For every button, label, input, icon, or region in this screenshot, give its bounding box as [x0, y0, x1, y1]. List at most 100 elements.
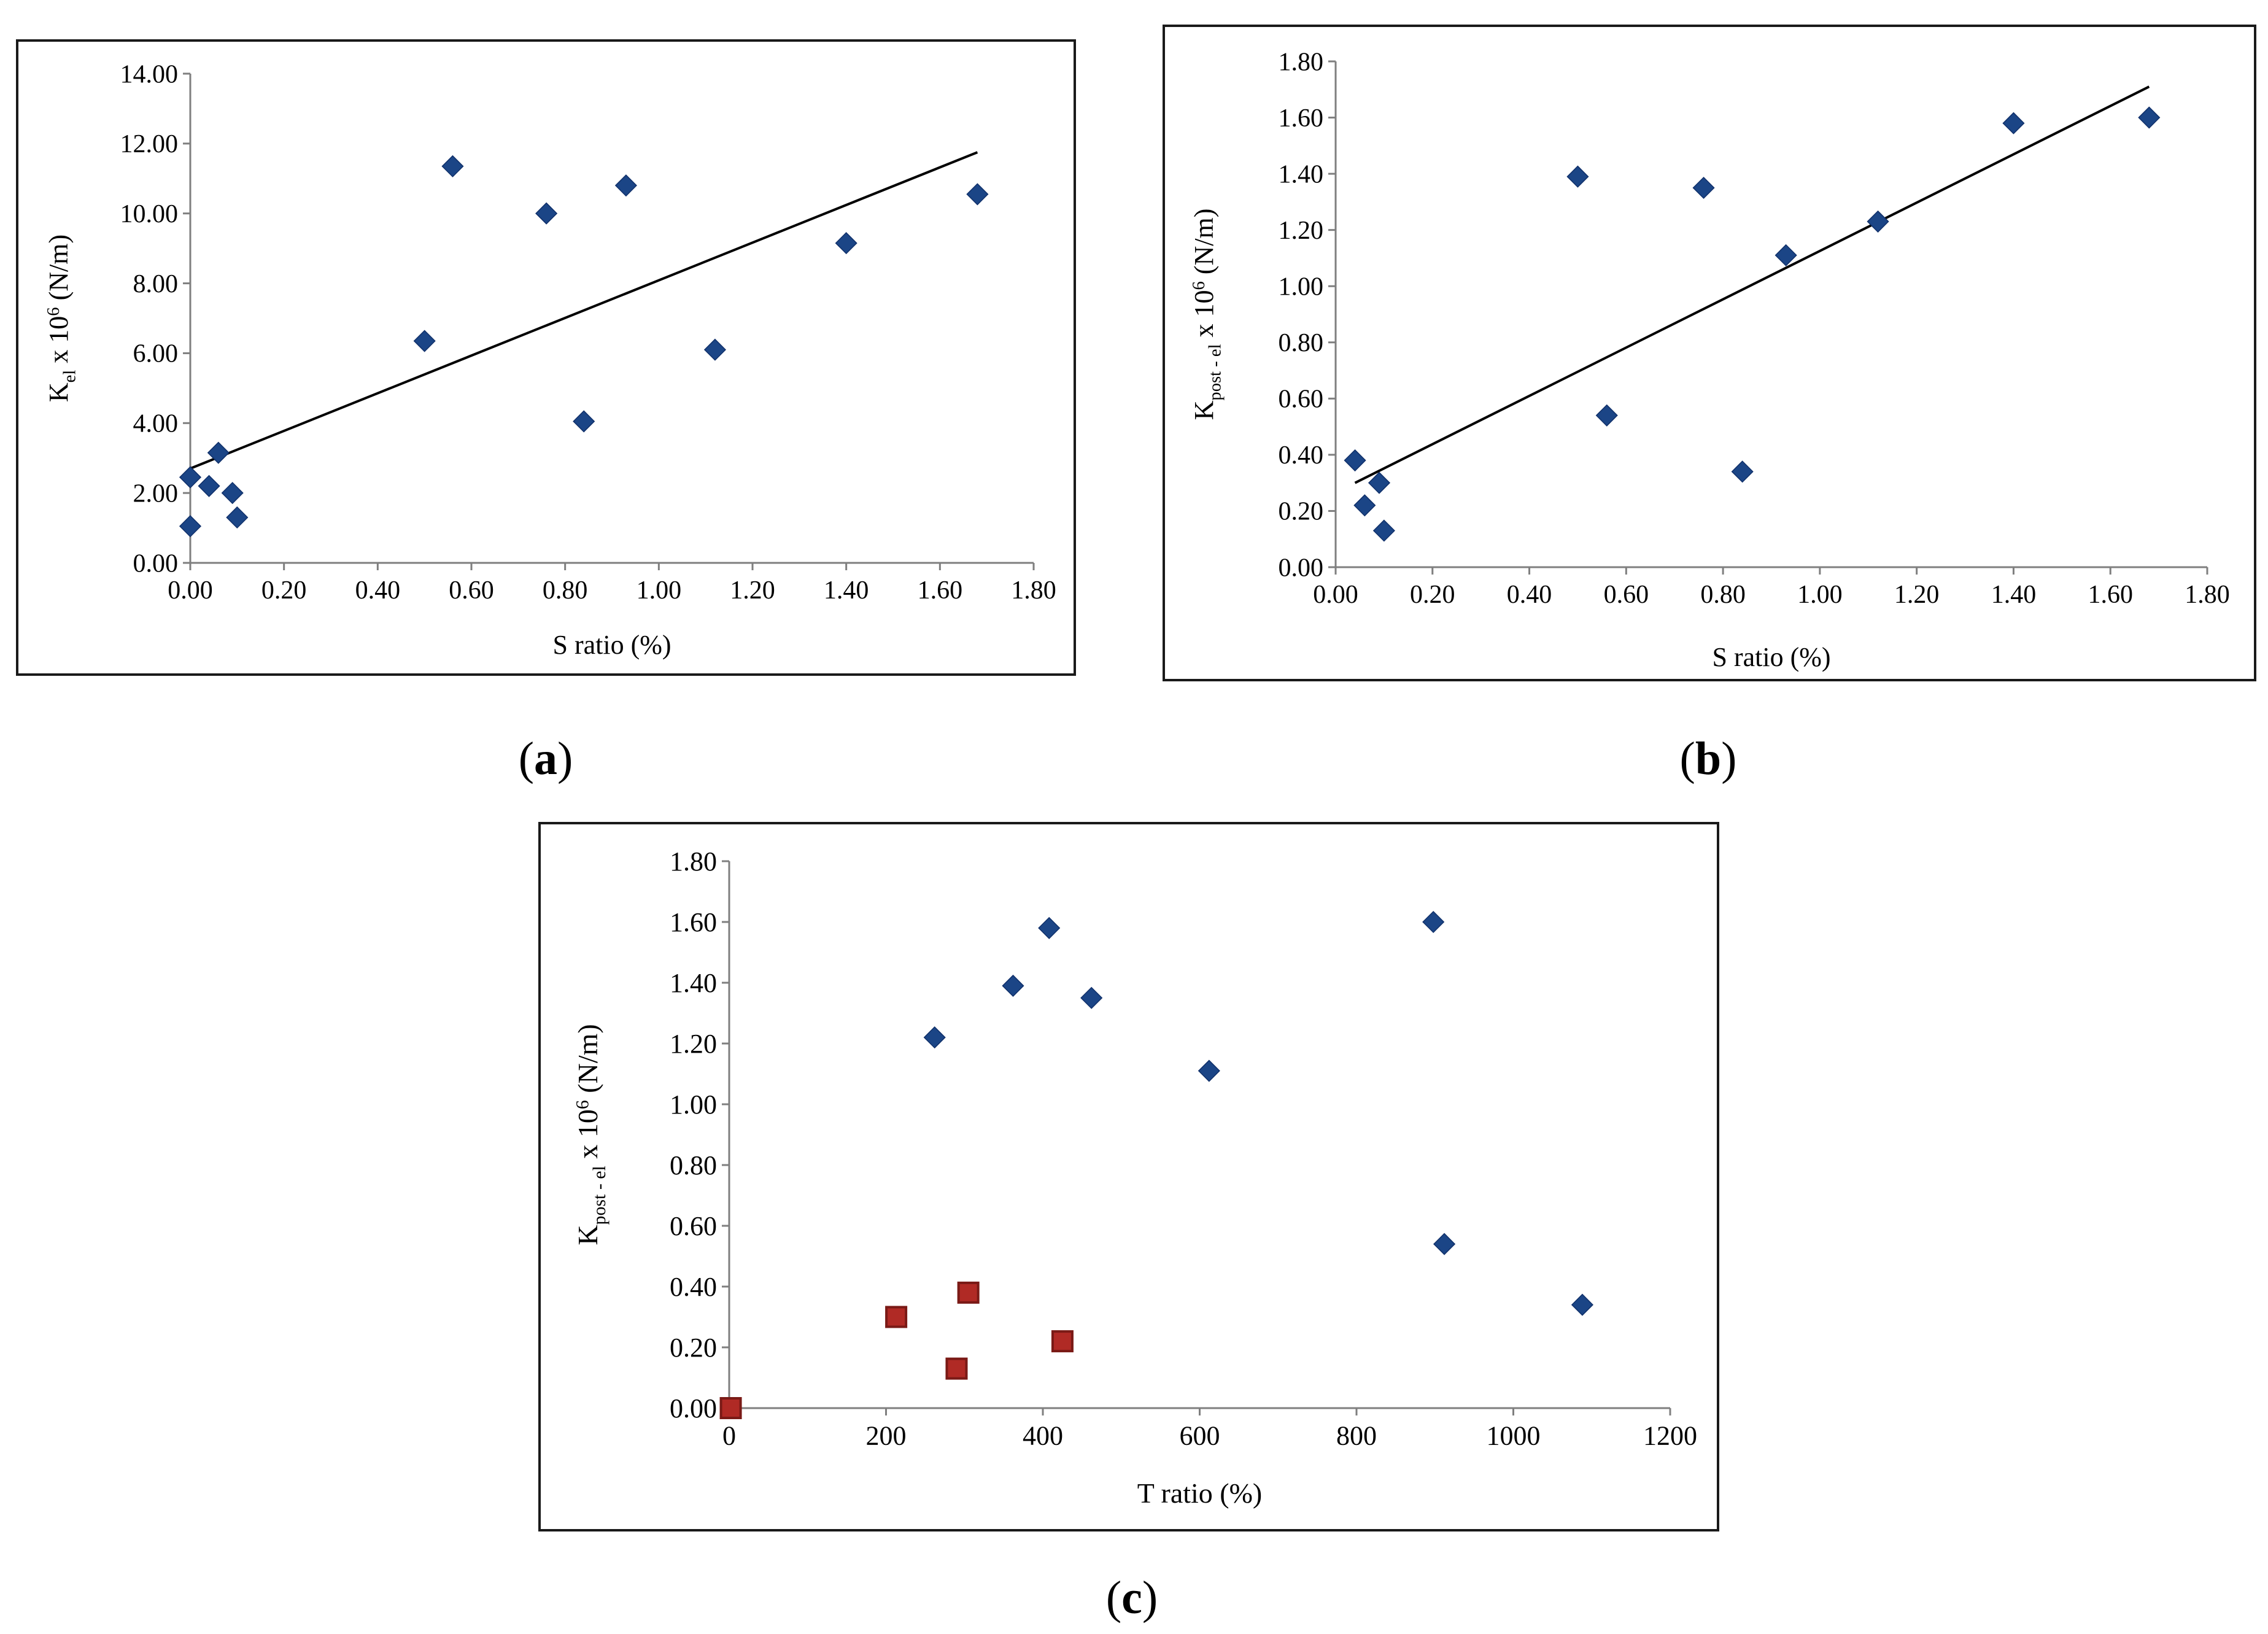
y-axis-label-mid: x 10 — [44, 316, 74, 370]
chart-panel-c: 0.00 0.20 0.40 0.60 0.80 1.00 1.20 1.40 1.60 1.80… — [538, 822, 1719, 1531]
y-tick-label: 0.80 — [1279, 329, 1324, 357]
data-point-diamond — [1595, 404, 1618, 427]
data-point-diamond — [573, 410, 595, 433]
y-tick-label: 10.00 — [120, 200, 179, 228]
data-point-diamond — [1372, 519, 1395, 542]
x-tick-label: 1.20 — [730, 576, 775, 605]
data-point-diamond — [966, 183, 989, 206]
x-tick-label: 0.80 — [543, 576, 588, 605]
x-tick-label: 0.20 — [261, 576, 307, 605]
y-tick-label: 0.00 — [1279, 554, 1324, 582]
data-point-diamond — [207, 441, 230, 464]
y-tick-label: 0.00 — [670, 1393, 717, 1423]
data-point-diamond — [614, 174, 637, 197]
x-tick-label: 0.60 — [449, 576, 494, 605]
data-point-diamond — [1353, 494, 1376, 517]
y-tick-label: 1.60 — [670, 907, 717, 937]
y-tick-label: 1.60 — [1279, 104, 1324, 133]
data-point-diamond — [1002, 974, 1024, 997]
y-axis-label-main: K — [44, 382, 74, 402]
y-axis-label-sub: post - el — [1206, 344, 1225, 400]
y-tick-label: 0.40 — [1279, 441, 1324, 470]
data-point-diamond — [923, 1026, 946, 1049]
y-tick-label: 6.00 — [133, 340, 179, 368]
y-axis-label-sup: 6 — [572, 1100, 592, 1109]
y-tick-label: 1.00 — [670, 1090, 717, 1120]
data-point-square — [945, 1357, 968, 1380]
y-tick-label: 1.20 — [670, 1029, 717, 1059]
y-tick-label: 1.40 — [670, 968, 717, 998]
data-point-diamond — [198, 474, 220, 497]
chart-panel-a: 0.00 2.00 4.00 6.00 8.00 10.00 12.00 14.00 0.00 0… — [16, 39, 1076, 676]
data-point-diamond — [535, 202, 558, 225]
y-axis-label-sup: 6 — [1190, 281, 1209, 290]
y-tick-label: 0.20 — [670, 1333, 717, 1363]
data-point-diamond — [2138, 106, 2161, 129]
y-axis-label-main: K — [1189, 400, 1219, 420]
data-point-diamond — [835, 232, 857, 255]
data-point-diamond — [179, 466, 202, 489]
linear-trendline — [190, 151, 978, 470]
y-tick-label: 2.00 — [133, 479, 179, 508]
y-axis-label: Kpost - el x 106 (N/m) — [572, 1024, 610, 1245]
chart-panel-b: 0.00 0.20 0.40 0.60 0.80 1.00 1.20 1.40 1.60 1.80… — [1163, 25, 2256, 681]
y-axis-label: Kel x 106 (N/m) — [44, 234, 79, 402]
x-tick-label: 800 — [1336, 1421, 1377, 1451]
y-axis-label-tail: (N/m) — [572, 1024, 603, 1100]
y-tick-label: 14.00 — [120, 60, 179, 88]
x-tick-label: 400 — [1023, 1421, 1063, 1451]
scatter-chart-b: 0.00 0.20 0.40 0.60 0.80 1.00 1.20 1.40 1.60 1.80… — [1189, 48, 2230, 672]
data-point-diamond — [1368, 471, 1391, 494]
data-point-diamond — [1867, 210, 1889, 233]
x-tick-label: 0.40 — [1507, 581, 1552, 609]
x-tick-label: 1.00 — [1797, 581, 1843, 609]
linear-trendline — [1354, 85, 2150, 484]
x-tick-label: 0.40 — [355, 576, 401, 605]
y-axis-label-tail: (N/m) — [1189, 209, 1219, 282]
y-axis-label-mid: x 10 — [572, 1109, 603, 1166]
data-point-square — [885, 1306, 908, 1328]
y-tick-label: 0.60 — [670, 1211, 717, 1241]
scatter-chart-c: 0.00 0.20 0.40 0.60 0.80 1.00 1.20 1.40 1.60 1.80… — [572, 846, 1697, 1509]
x-tick-label: 200 — [866, 1421, 907, 1451]
x-tick-label: 1.40 — [1991, 581, 2037, 609]
panel-label-b: (b) — [1679, 733, 1737, 784]
data-point-diamond — [413, 330, 436, 352]
data-point-diamond — [1198, 1059, 1220, 1082]
x-tick-label: 600 — [1180, 1421, 1220, 1451]
x-tick-label: 1200 — [1643, 1421, 1697, 1451]
y-tick-label: 0.40 — [670, 1272, 717, 1302]
x-tick-label: 0.80 — [1700, 581, 1746, 609]
data-point-diamond — [1080, 986, 1103, 1009]
x-tick-label: 0 — [722, 1421, 736, 1451]
panel-label-a: (a) — [518, 733, 573, 784]
y-axis-label-tail: (N/m) — [44, 234, 74, 308]
data-point-diamond — [179, 515, 202, 538]
y-axis-label: Kpost - el x 106 (N/m) — [1189, 209, 1225, 420]
y-axis-label-sub: post - el — [589, 1166, 610, 1225]
data-point-diamond — [2002, 112, 2025, 134]
x-tick-label: 0.20 — [1410, 581, 1455, 609]
y-tick-label: 1.80 — [1279, 48, 1324, 76]
y-tick-label: 0.00 — [133, 549, 179, 578]
data-point-diamond — [441, 155, 464, 177]
data-point-diamond — [1038, 916, 1061, 939]
data-point-diamond — [1692, 176, 1715, 199]
x-tick-label: 1000 — [1487, 1421, 1541, 1451]
y-tick-label: 4.00 — [133, 410, 179, 438]
y-axis-label-main: K — [572, 1225, 603, 1245]
y-tick-label: 0.60 — [1279, 385, 1324, 414]
y-tick-label: 0.20 — [1279, 498, 1324, 526]
x-tick-label: 1.00 — [637, 576, 682, 605]
y-axis-label-mid: x 10 — [1189, 290, 1219, 344]
y-tick-label: 8.00 — [133, 270, 179, 298]
y-tick-label: 1.80 — [670, 846, 717, 877]
y-tick-label: 12.00 — [120, 130, 179, 158]
data-point-square — [719, 1397, 742, 1419]
data-point-diamond — [221, 482, 244, 505]
x-tick-label: 1.60 — [2088, 581, 2133, 609]
y-tick-label: 1.00 — [1279, 273, 1324, 301]
data-point-diamond — [1566, 165, 1589, 188]
data-point-diamond — [226, 506, 249, 529]
x-tick-label: 1.80 — [2185, 581, 2230, 609]
